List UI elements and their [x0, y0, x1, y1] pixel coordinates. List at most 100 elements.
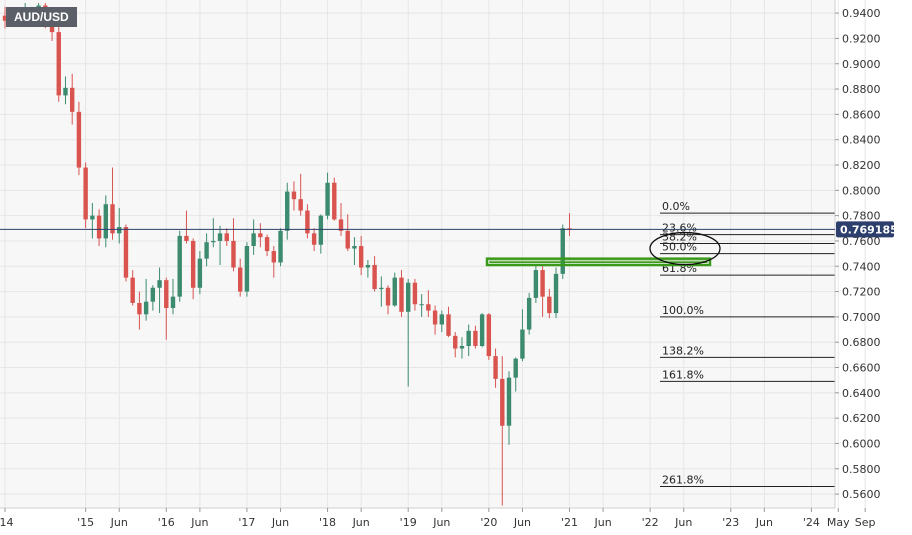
candle-body: [258, 233, 263, 238]
candle-body: [278, 230, 283, 263]
candle-body: [170, 296, 176, 309]
candle-body: [190, 240, 196, 288]
x-tick-label: Sep: [855, 516, 876, 529]
candle-body: [298, 199, 303, 211]
x-tick-label: May: [827, 516, 850, 529]
candle-body: [553, 273, 559, 314]
candle-body: [96, 215, 102, 239]
fib-level-label: 0.0%: [662, 200, 690, 213]
y-tick-label: 0.8600: [842, 108, 881, 121]
fibonacci-levels: 0.0%23.6%38.2%50.0%61.8%100.0%138.2%161.…: [660, 200, 835, 487]
y-tick-label: 0.6600: [842, 362, 881, 375]
candle-body: [459, 345, 465, 349]
x-axis: '14 '15 Jun '16 Jun '17 Jun '18 Jun '19 Jun '20 Jun '…: [0, 507, 876, 529]
current-price-value: 0.769185: [840, 223, 898, 236]
candle-body: [157, 280, 162, 288]
candle-body: [352, 246, 357, 249]
candle-body: [117, 227, 122, 234]
candle-body: [137, 302, 142, 315]
y-tick-label: 0.9400: [842, 7, 881, 20]
candle-body: [110, 204, 115, 234]
fib-level-label: 261.8%: [662, 473, 704, 486]
annotations: [485, 231, 721, 267]
candle-body: [150, 287, 156, 302]
candle-body: [526, 297, 532, 330]
candle-body: [379, 287, 384, 290]
candle-body: [547, 296, 552, 314]
y-tick-label: 0.6000: [842, 437, 881, 450]
candle-body: [311, 233, 317, 245]
candle-body: [338, 219, 344, 231]
candle-body: [533, 270, 539, 298]
candle-body: [143, 301, 149, 315]
candle-body: [446, 314, 451, 336]
candle-body: [493, 356, 498, 379]
candle-body: [473, 330, 478, 346]
y-tick-label: 0.6400: [842, 387, 881, 400]
grid-lines: [0, 0, 866, 508]
y-tick-label: 0.8000: [842, 184, 881, 197]
candle-body: [211, 240, 216, 243]
candle-body: [426, 304, 431, 311]
support-zone-box: [485, 257, 712, 267]
candles: [2, 3, 572, 506]
candle-body: [244, 246, 250, 292]
candle-body: [358, 246, 364, 268]
candle-body: [520, 329, 525, 359]
candle-body: [453, 335, 458, 349]
candle-body: [500, 378, 505, 426]
x-tick-label: '21: [561, 516, 578, 529]
candle-body: [285, 191, 290, 231]
candle-body: [63, 87, 68, 96]
candle-body: [540, 270, 545, 297]
candle-body: [130, 277, 135, 303]
x-tick-label: '15: [77, 516, 94, 529]
x-tick-label: Jun: [432, 516, 450, 529]
x-tick-label: Jun: [513, 516, 531, 529]
candle-body: [224, 233, 229, 241]
y-tick-label: 0.9000: [842, 58, 881, 71]
y-tick-label: 0.8200: [842, 159, 881, 172]
x-tick-label: '14: [0, 516, 14, 529]
candle-body: [412, 282, 418, 305]
x-tick-label: '18: [319, 516, 336, 529]
x-tick-label: Jun: [755, 516, 773, 529]
candle-body: [238, 267, 243, 292]
candle-body: [197, 258, 203, 288]
x-tick-label: Jun: [593, 516, 611, 529]
fib-level-label: 138.2%: [662, 344, 704, 357]
candle-body: [439, 314, 444, 325]
candle-body: [123, 227, 129, 278]
candle-body: [90, 215, 95, 220]
candle-body: [486, 314, 492, 357]
x-tick-label: '16: [158, 516, 175, 529]
y-tick-label: 0.7800: [842, 210, 881, 223]
fib-level-label: 161.8%: [662, 368, 704, 381]
candle-body: [392, 277, 397, 306]
x-tick-label: '20: [480, 516, 497, 529]
y-tick-label: 0.8800: [842, 83, 881, 96]
fib-level-label: 23.6%: [662, 222, 697, 235]
candle-body: [560, 228, 565, 274]
current-price-marker: 0.769185: [0, 221, 898, 238]
x-tick-label: '23: [722, 516, 739, 529]
y-tick-label: 0.9200: [842, 32, 881, 45]
candle-body: [305, 210, 310, 234]
candle-body: [291, 191, 297, 200]
y-tick-label: 0.7200: [842, 286, 881, 299]
candle-body: [204, 242, 209, 259]
candle-body: [325, 182, 330, 216]
candle-body: [271, 251, 276, 263]
candle-body: [56, 32, 61, 96]
candle-body: [345, 230, 350, 249]
candle-body: [251, 233, 256, 247]
candle-body: [466, 330, 471, 346]
y-tick-label: 0.7000: [842, 311, 881, 324]
candle-body: [406, 282, 411, 312]
candle-body: [164, 280, 169, 309]
x-tick-label: Jun: [190, 516, 208, 529]
candle-body: [385, 287, 391, 306]
y-tick-label: 0.7600: [842, 235, 881, 248]
